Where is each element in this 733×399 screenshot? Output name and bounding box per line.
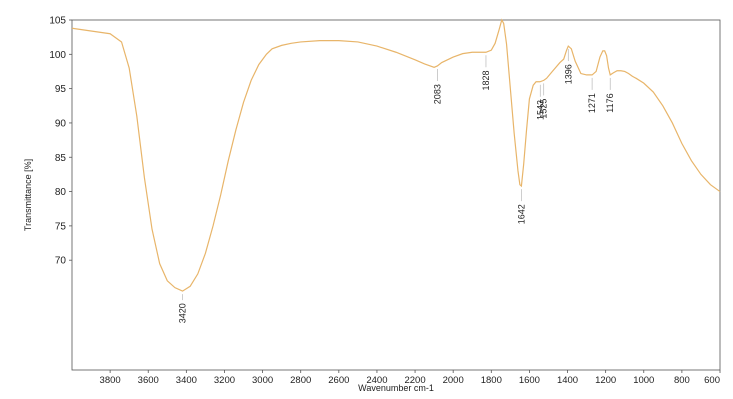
x-tick-label: 2600 bbox=[328, 375, 349, 386]
plot-background bbox=[72, 20, 720, 370]
peak-label: 1525 bbox=[539, 99, 549, 119]
x-tick-label: 3000 bbox=[252, 375, 273, 386]
y-tick-label: 80 bbox=[55, 187, 67, 198]
y-axis: 70 75 80 85 90 95 100 105 bbox=[49, 16, 72, 267]
y-tick-label: 90 bbox=[55, 118, 67, 129]
x-tick-label: 3400 bbox=[176, 375, 197, 386]
x-tick-label: 800 bbox=[674, 375, 690, 386]
y-tick-label: 70 bbox=[55, 256, 67, 267]
spectrum-line bbox=[71, 18, 721, 292]
x-tick-label: 1600 bbox=[519, 375, 540, 386]
x-tick-label: 600 bbox=[704, 375, 720, 386]
y-tick-label: 85 bbox=[55, 153, 67, 164]
x-axis-label: Wavenumber cm-1 bbox=[358, 383, 434, 393]
x-tick-label: 1000 bbox=[633, 375, 654, 386]
x-tick-label: 3800 bbox=[100, 375, 121, 386]
x-tick-label: 1400 bbox=[557, 375, 578, 386]
peak-label: 1176 bbox=[605, 93, 615, 112]
y-tick-label: 100 bbox=[49, 50, 66, 61]
peak-label: 1828 bbox=[481, 70, 491, 90]
peak-label: 1642 bbox=[516, 204, 526, 224]
peak-label: 1271 bbox=[587, 93, 597, 113]
peak-label: 2083 bbox=[432, 84, 442, 104]
x-tick-label: 1200 bbox=[595, 375, 616, 386]
x-tick-label: 2200 bbox=[404, 375, 425, 386]
y-tick-label: 105 bbox=[49, 16, 66, 27]
x-tick-label: 3600 bbox=[138, 375, 159, 386]
x-tick-label: 2400 bbox=[366, 375, 387, 386]
x-tick-label: 2800 bbox=[290, 375, 311, 386]
peak-label: 3420 bbox=[178, 303, 188, 323]
x-tick-label: 1800 bbox=[481, 375, 502, 386]
x-axis: 3800 3600 3400 3200 3000 2800 2600 2400 2200 2000… bbox=[100, 370, 721, 386]
x-tick-label: 3200 bbox=[214, 375, 235, 386]
peak-label: 1543 bbox=[535, 100, 545, 120]
peak-label: 1396 bbox=[563, 64, 573, 84]
x-tick-label: 2000 bbox=[443, 375, 464, 386]
plot-frame bbox=[71, 19, 721, 371]
y-tick-label: 95 bbox=[55, 84, 67, 95]
y-tick-label: 75 bbox=[55, 221, 67, 232]
y-axis-label: Transmittance [%] bbox=[23, 159, 33, 231]
